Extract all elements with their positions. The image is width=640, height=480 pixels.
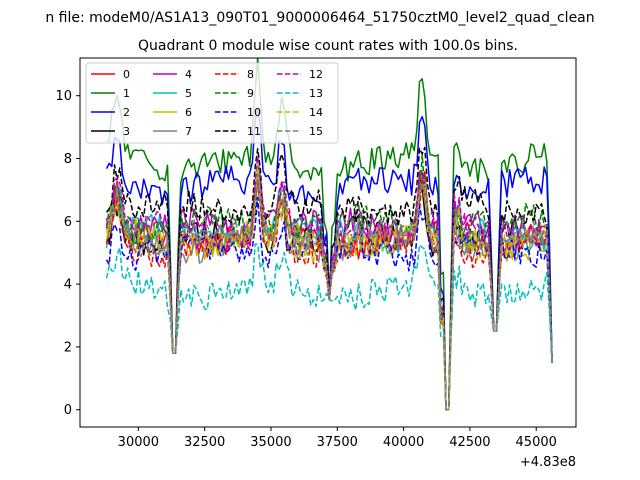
plot-frame xyxy=(79,57,577,428)
x-tick-label: 40000 xyxy=(383,435,424,450)
legend-label-13: 13 xyxy=(309,87,323,100)
legend-label-9: 9 xyxy=(247,87,254,100)
legend-label-7: 7 xyxy=(185,125,192,138)
legend-label-2: 2 xyxy=(123,106,130,119)
y-tick-label: 0 xyxy=(64,403,72,418)
x-axis-offset-label: +4.83e8 xyxy=(520,455,576,470)
chart-title: Quadrant 0 module wise count rates with … xyxy=(138,38,518,54)
legend-label-14: 14 xyxy=(309,106,323,119)
legend-label-0: 0 xyxy=(123,68,130,81)
y-tick-label: 2 xyxy=(64,340,72,355)
legend-label-12: 12 xyxy=(309,68,323,81)
legend-label-10: 10 xyxy=(247,106,261,119)
y-axis: 0 2 4 6 8 10 xyxy=(55,89,80,418)
legend-label-15: 15 xyxy=(309,125,323,138)
legend-label-6: 6 xyxy=(185,106,192,119)
figure-suptitle: n file: modeM0/AS1A13_090T01_9000006464_… xyxy=(45,10,594,26)
legend-label-4: 4 xyxy=(185,68,192,81)
legend-label-11: 11 xyxy=(247,125,261,138)
y-tick-label: 4 xyxy=(64,278,72,293)
x-tick-label: 35000 xyxy=(250,435,291,450)
x-tick-label: 42500 xyxy=(449,435,490,450)
series-line-15 xyxy=(105,173,553,411)
x-tick-label: 30000 xyxy=(118,435,159,450)
x-tick-label: 45000 xyxy=(516,435,557,450)
y-tick-label: 8 xyxy=(64,152,72,167)
legend-label-5: 5 xyxy=(185,87,192,100)
legend-label-8: 8 xyxy=(247,68,254,81)
legend-label-1: 1 xyxy=(123,87,130,100)
x-tick-label: 32500 xyxy=(184,435,225,450)
plot-area xyxy=(79,57,577,428)
y-tick-label: 10 xyxy=(55,89,72,104)
legend-box xyxy=(85,62,339,144)
legend-label-3: 3 xyxy=(123,125,130,138)
series-layer xyxy=(105,58,553,411)
x-tick-label: 37500 xyxy=(317,435,358,450)
x-axis: 30000 32500 35000 37500 40000 42500 45000 xyxy=(118,427,557,450)
y-tick-label: 6 xyxy=(64,215,72,230)
